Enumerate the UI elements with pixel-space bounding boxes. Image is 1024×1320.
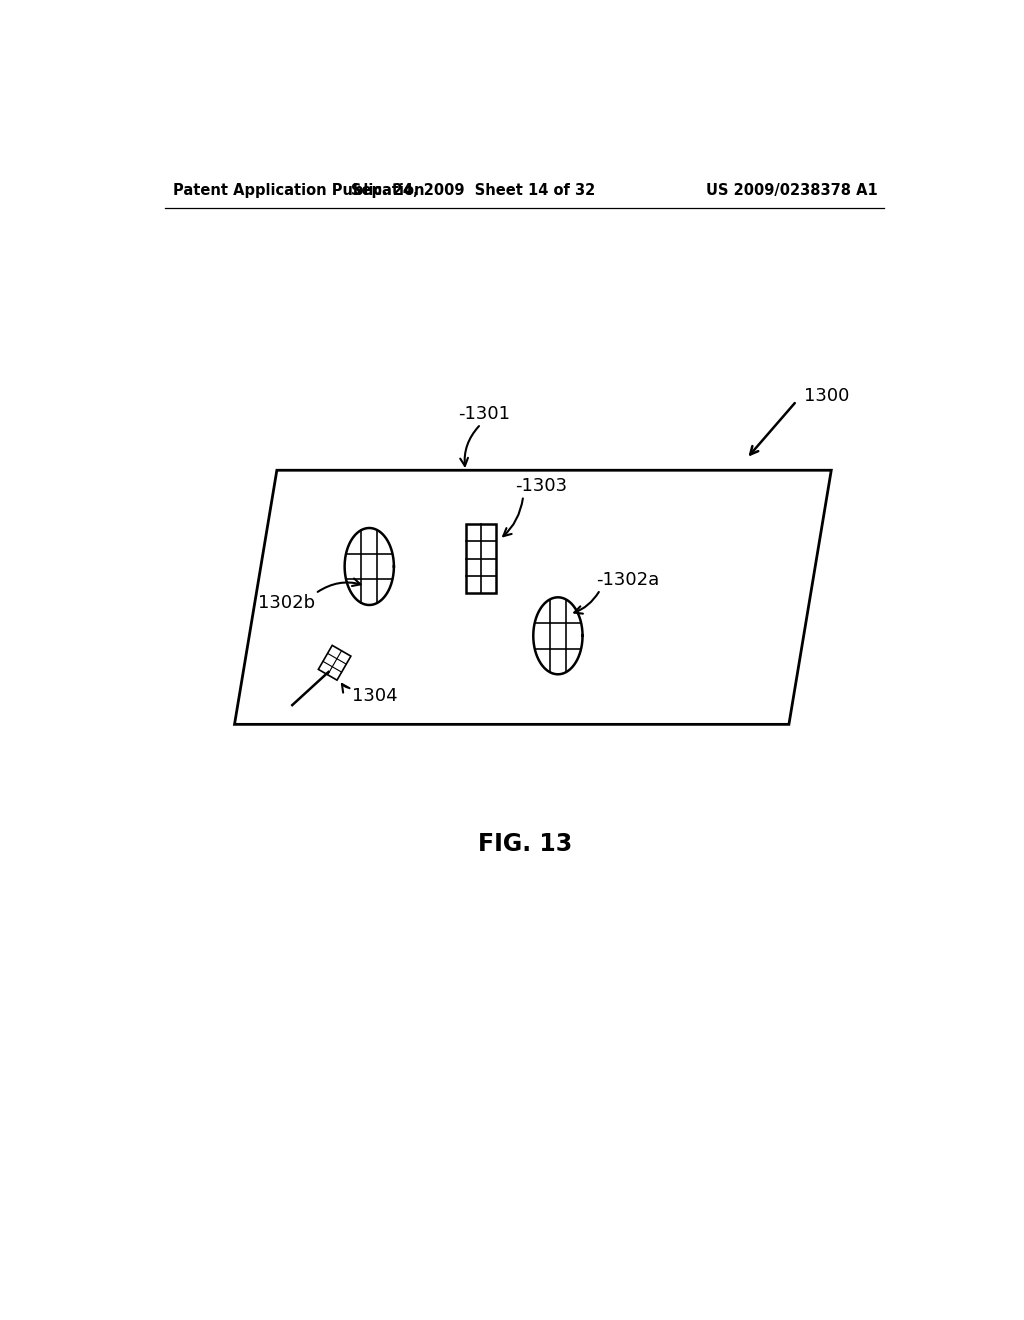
Text: -1302a: -1302a xyxy=(596,572,659,589)
Text: Patent Application Publication: Patent Application Publication xyxy=(173,183,424,198)
Text: 1302b: 1302b xyxy=(258,594,314,612)
Text: -1303: -1303 xyxy=(515,478,567,495)
Text: Sep. 24, 2009  Sheet 14 of 32: Sep. 24, 2009 Sheet 14 of 32 xyxy=(351,183,595,198)
Text: -1301: -1301 xyxy=(458,405,510,422)
Text: FIG. 13: FIG. 13 xyxy=(477,832,572,855)
Text: US 2009/0238378 A1: US 2009/0238378 A1 xyxy=(706,183,878,198)
Text: 1304: 1304 xyxy=(352,686,398,705)
Text: 1300: 1300 xyxy=(804,387,850,404)
Bar xyxy=(466,524,496,594)
